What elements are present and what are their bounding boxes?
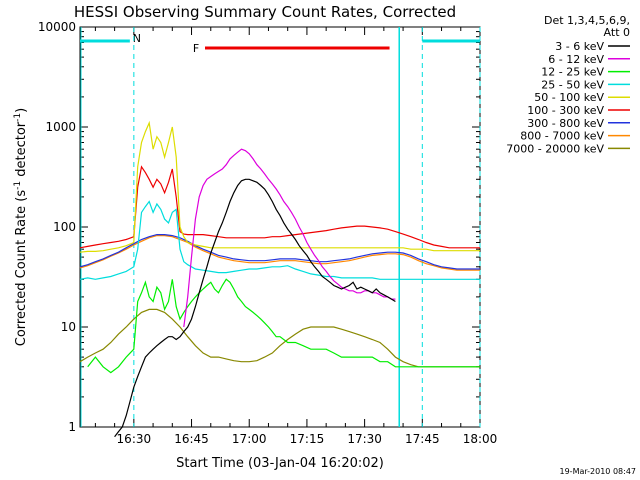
tick-marks: 16:30 16:45 17:00 17:15 17:30 17:45 18:00 1 10 10… [38, 20, 497, 446]
legend-label-1: 6 - 12 keV [548, 53, 604, 66]
footer-stamp: 19-Mar-2010 08:47 [560, 467, 637, 476]
y-tick-label-1: 10 [61, 320, 76, 334]
y-tick-label-2: 100 [53, 220, 76, 234]
legend-header-line1: Det 1,3,4,5,6,9, [544, 14, 630, 27]
y-axis-label: Corrected Count Rate (s-1 detector-1) [13, 108, 29, 346]
x-tick-label-3: 17:15 [290, 432, 325, 446]
chart-title: HESSI Observing Summary Count Rates, Cor… [74, 3, 456, 21]
legend-label-7: 800 - 7000 keV [520, 130, 604, 143]
legend-label-4: 50 - 100 keV [534, 91, 604, 104]
series-7000-20000-kev-line [79, 308, 480, 368]
legend-label-8: 7000 - 20000 keV [506, 142, 604, 155]
x-tick-label-0: 16:30 [117, 432, 152, 446]
legend-label-6: 300 - 800 keV [527, 117, 604, 130]
x-tick-label-2: 17:00 [232, 432, 267, 446]
x-tick-label-5: 17:45 [405, 432, 440, 446]
y-tick-label-0: 1 [68, 420, 76, 434]
series-100-300-kev-line [79, 165, 480, 249]
series-3-6-kev-line [114, 178, 396, 438]
series-layer [79, 120, 480, 438]
series-12-25-kev-line [87, 278, 480, 374]
x-tick-label-6: 18:00 [463, 432, 498, 446]
x-tick-label-1: 16:45 [174, 432, 209, 446]
y-tick-label-3: 1000 [45, 120, 76, 134]
series-6-12-kev-line [183, 148, 396, 328]
x-axis-label: Start Time (03-Jan-04 16:20:02) [176, 456, 384, 471]
y-tick-label-4: 10000 [38, 20, 76, 34]
legend-label-5: 100 - 300 keV [527, 104, 604, 117]
x-tick-label-4: 17:30 [347, 432, 382, 446]
series-300-800-kev-line [79, 234, 480, 270]
y-axis-label-mid: detector [14, 121, 29, 181]
legend-label-0: 3 - 6 keV [555, 40, 604, 53]
y-axis-label-sup2: -1 [13, 113, 23, 122]
y-axis-label-sup1: -1 [13, 181, 23, 190]
series-50-100-kev-line [79, 120, 480, 253]
legend-header-line2: Att 0 [604, 26, 630, 39]
y-axis-label-end: ) [14, 108, 29, 113]
y-axis-label-main: Corrected Count Rate (s [14, 190, 29, 347]
night-marker: N [133, 32, 141, 45]
legend-label-2: 12 - 25 keV [541, 66, 604, 79]
flare-marker: F [193, 42, 199, 55]
legend-label-3: 25 - 50 keV [541, 78, 604, 91]
flag-layer: NF [80, 27, 481, 427]
series-800-7000-kev-line [79, 235, 480, 271]
series-25-50-kev-line [79, 200, 480, 280]
